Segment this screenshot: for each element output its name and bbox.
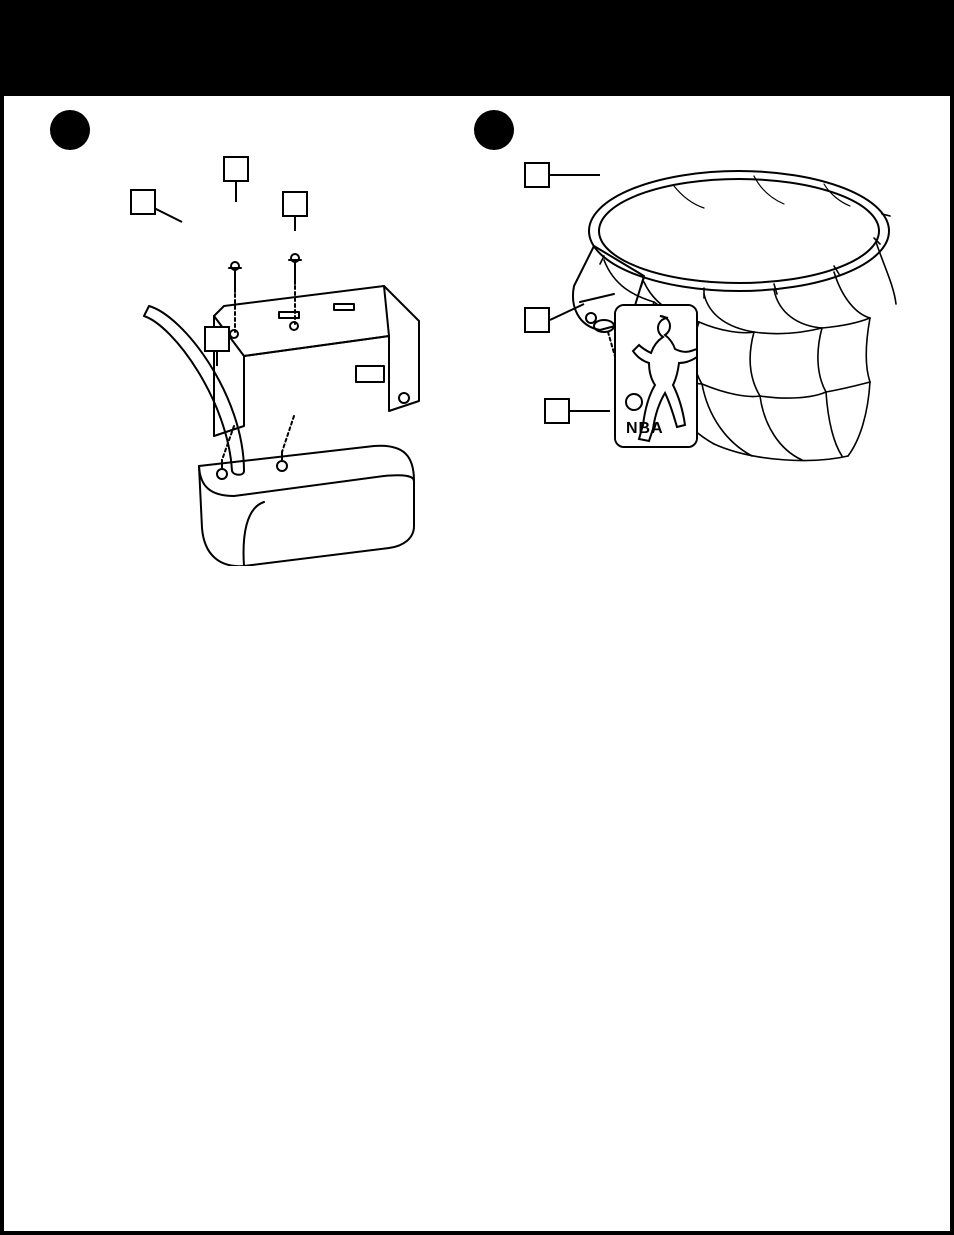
header-bar [4, 4, 950, 96]
callout-box [544, 398, 570, 424]
callout-box [524, 307, 550, 333]
nba-logo: NBA [614, 304, 698, 448]
leader-line [235, 182, 237, 202]
callout-box [204, 326, 230, 352]
leader-line [154, 208, 184, 226]
callout-box [282, 191, 308, 217]
nba-logo-text: NBA [626, 420, 664, 438]
leader-line [294, 217, 296, 231]
page: NBA [0, 0, 954, 1235]
leader-line [550, 302, 586, 326]
leader-line [216, 352, 218, 366]
callout-box [130, 189, 156, 215]
leader-line [570, 410, 610, 412]
content-area: NBA [4, 96, 950, 1231]
callout-box [524, 162, 550, 188]
leader-line [550, 174, 600, 176]
bracket-assembly-illustration [104, 176, 434, 566]
callout-box [223, 156, 249, 182]
step-number-circle [50, 110, 90, 150]
